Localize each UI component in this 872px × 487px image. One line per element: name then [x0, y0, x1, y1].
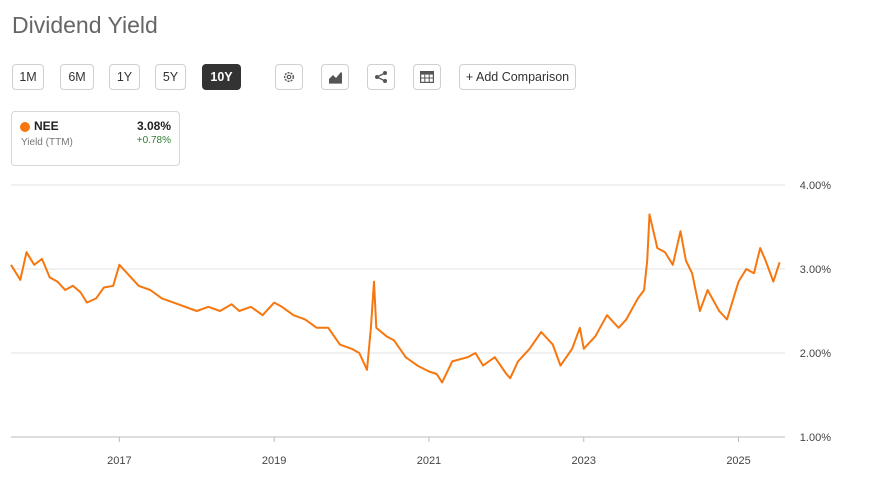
table-icon	[420, 71, 434, 83]
page-title: Dividend Yield	[12, 12, 158, 38]
x-tick-label: 2025	[726, 455, 750, 467]
share-button[interactable]	[367, 64, 395, 90]
y-tick-label: 3.00%	[800, 264, 831, 276]
legend-subtitle: Yield (TTM)	[21, 137, 73, 148]
x-tick-label: 2023	[572, 455, 596, 467]
add-comparison-button[interactable]: + Add Comparison	[459, 64, 576, 90]
table-view-button[interactable]	[413, 64, 441, 90]
share-icon	[375, 71, 387, 83]
legend-change: +0.78%	[136, 135, 171, 146]
y-tick-label: 1.00%	[800, 432, 831, 444]
area-chart-icon	[328, 71, 342, 84]
chart-type-button[interactable]	[321, 64, 349, 90]
x-axis-labels: 2017 2019 2021 2023 2025	[107, 437, 751, 467]
series-line-nee	[10, 213, 781, 384]
x-tick-label: 2017	[107, 455, 131, 467]
range-button-1y[interactable]: 1Y	[109, 64, 140, 90]
range-button-6m[interactable]: 6M	[60, 64, 94, 90]
settings-button[interactable]	[275, 64, 303, 90]
grid-lines	[11, 184, 785, 438]
y-axis-labels: 1.00% 2.00% 3.00% 4.00%	[800, 180, 831, 444]
series-color-dot	[20, 122, 30, 132]
range-button-5y[interactable]: 5Y	[155, 64, 186, 90]
range-button-1m[interactable]: 1M	[12, 64, 44, 90]
y-tick-label: 2.00%	[800, 348, 831, 360]
legend-card: NEE Yield (TTM) 3.08% +0.78%	[11, 111, 180, 166]
gear-icon	[283, 71, 295, 83]
legend-value: 3.08%	[136, 119, 171, 133]
series-lines	[10, 213, 781, 384]
legend-ticker: NEE	[34, 119, 59, 133]
range-button-10y[interactable]: 10Y	[202, 64, 241, 90]
x-tick-label: 2021	[417, 455, 441, 467]
y-tick-label: 4.00%	[800, 180, 831, 192]
x-tick-label: 2019	[262, 455, 286, 467]
